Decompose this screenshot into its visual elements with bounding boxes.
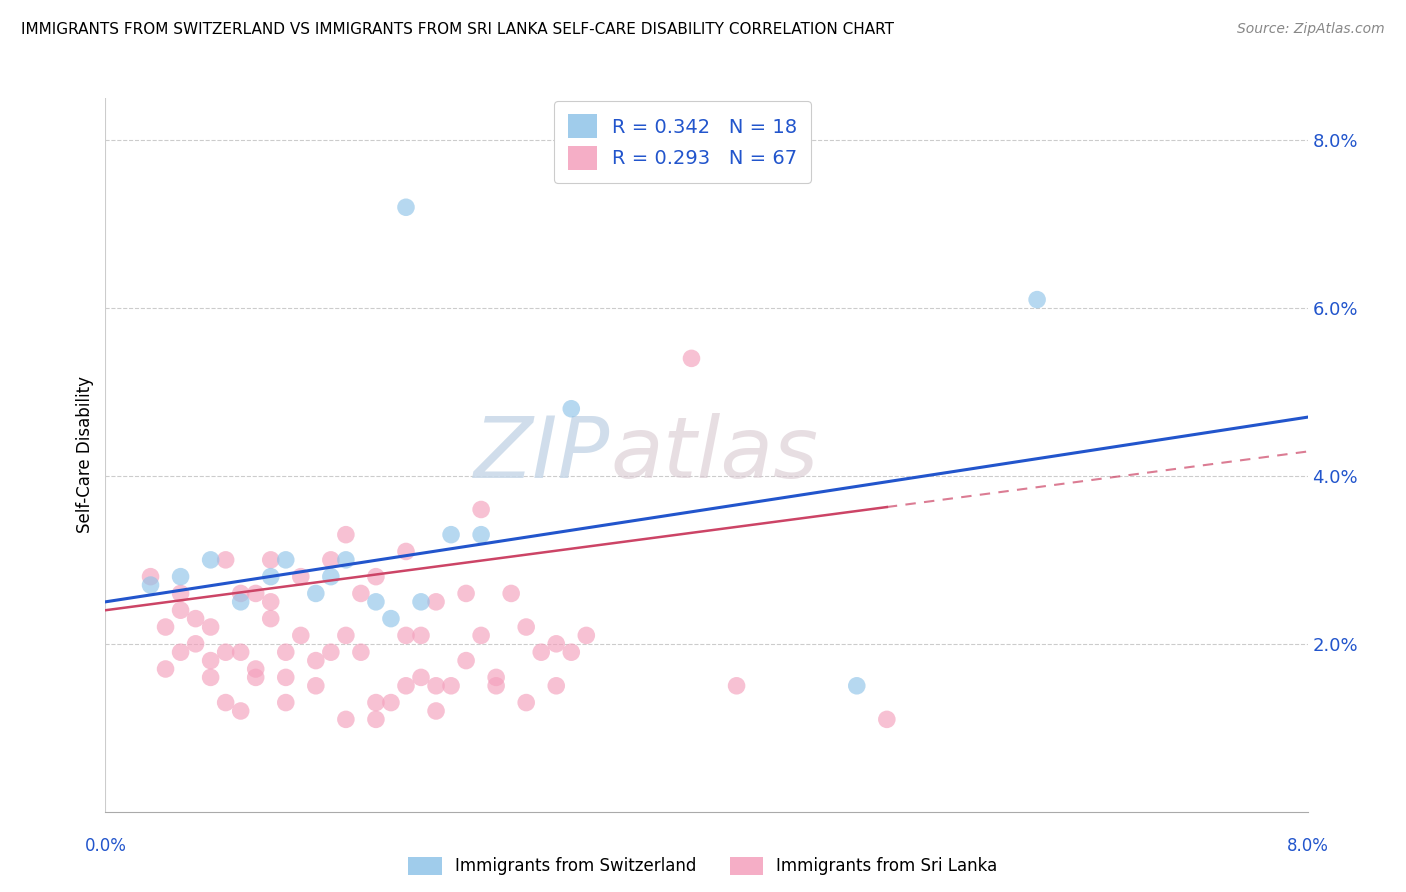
Point xyxy=(335,553,357,567)
Point xyxy=(575,628,598,642)
Point xyxy=(440,527,463,541)
Text: Source: ZipAtlas.com: Source: ZipAtlas.com xyxy=(1237,22,1385,37)
Point xyxy=(184,612,207,626)
Point xyxy=(380,612,402,626)
Point xyxy=(546,637,568,651)
Point xyxy=(845,679,868,693)
Legend: Immigrants from Switzerland, Immigrants from Sri Lanka: Immigrants from Switzerland, Immigrants … xyxy=(402,850,1004,882)
Point xyxy=(470,502,492,516)
Point xyxy=(305,654,328,668)
Point xyxy=(214,645,236,659)
Point xyxy=(155,662,177,676)
Text: ZIP: ZIP xyxy=(474,413,610,497)
Point xyxy=(470,628,492,642)
Point xyxy=(305,586,328,600)
Point xyxy=(169,586,191,600)
Point xyxy=(229,645,252,659)
Point xyxy=(274,553,297,567)
Point xyxy=(229,704,252,718)
Point xyxy=(395,544,418,558)
Point xyxy=(274,670,297,684)
Point xyxy=(409,595,432,609)
Point xyxy=(214,553,236,567)
Point xyxy=(260,595,283,609)
Point xyxy=(409,628,432,642)
Point xyxy=(546,679,568,693)
Point xyxy=(560,401,582,416)
Point xyxy=(335,712,357,726)
Point xyxy=(245,586,267,600)
Point xyxy=(440,679,463,693)
Point xyxy=(200,620,222,634)
Point xyxy=(530,645,553,659)
Point xyxy=(229,586,252,600)
Point xyxy=(319,569,342,583)
Point xyxy=(229,595,252,609)
Point xyxy=(364,569,387,583)
Point xyxy=(214,696,236,710)
Point xyxy=(425,704,447,718)
Point xyxy=(274,696,297,710)
Point xyxy=(409,670,432,684)
Legend: R = 0.342   N = 18, R = 0.293   N = 67: R = 0.342 N = 18, R = 0.293 N = 67 xyxy=(554,101,811,183)
Point xyxy=(470,527,492,541)
Point xyxy=(515,696,537,710)
Point xyxy=(274,645,297,659)
Text: IMMIGRANTS FROM SWITZERLAND VS IMMIGRANTS FROM SRI LANKA SELF-CARE DISABILITY CO: IMMIGRANTS FROM SWITZERLAND VS IMMIGRANT… xyxy=(21,22,894,37)
Point xyxy=(245,670,267,684)
Point xyxy=(155,620,177,634)
Point xyxy=(290,628,312,642)
Point xyxy=(515,620,537,634)
Point xyxy=(395,628,418,642)
Point xyxy=(260,569,283,583)
Point xyxy=(364,696,387,710)
Point xyxy=(260,553,283,567)
Text: atlas: atlas xyxy=(610,413,818,497)
Point xyxy=(395,200,418,214)
Point xyxy=(290,569,312,583)
Point xyxy=(364,712,387,726)
Point xyxy=(395,679,418,693)
Text: 8.0%: 8.0% xyxy=(1286,837,1329,855)
Point xyxy=(1026,293,1049,307)
Text: 0.0%: 0.0% xyxy=(84,837,127,855)
Point xyxy=(335,628,357,642)
Point xyxy=(319,553,342,567)
Point xyxy=(305,679,328,693)
Point xyxy=(560,645,582,659)
Point xyxy=(200,553,222,567)
Point xyxy=(169,569,191,583)
Point xyxy=(245,662,267,676)
Point xyxy=(350,645,373,659)
Point xyxy=(454,586,477,600)
Point xyxy=(260,612,283,626)
Point xyxy=(485,679,508,693)
Point xyxy=(725,679,748,693)
Point xyxy=(200,654,222,668)
Point xyxy=(169,603,191,617)
Point xyxy=(454,654,477,668)
Point xyxy=(425,679,447,693)
Point xyxy=(139,569,162,583)
Point xyxy=(425,595,447,609)
Point xyxy=(184,637,207,651)
Y-axis label: Self-Care Disability: Self-Care Disability xyxy=(76,376,94,533)
Point xyxy=(681,351,703,366)
Point xyxy=(364,595,387,609)
Point xyxy=(139,578,162,592)
Point xyxy=(380,696,402,710)
Point xyxy=(200,670,222,684)
Point xyxy=(319,645,342,659)
Point xyxy=(335,527,357,541)
Point xyxy=(485,670,508,684)
Point xyxy=(350,586,373,600)
Point xyxy=(169,645,191,659)
Point xyxy=(501,586,523,600)
Point xyxy=(876,712,898,726)
